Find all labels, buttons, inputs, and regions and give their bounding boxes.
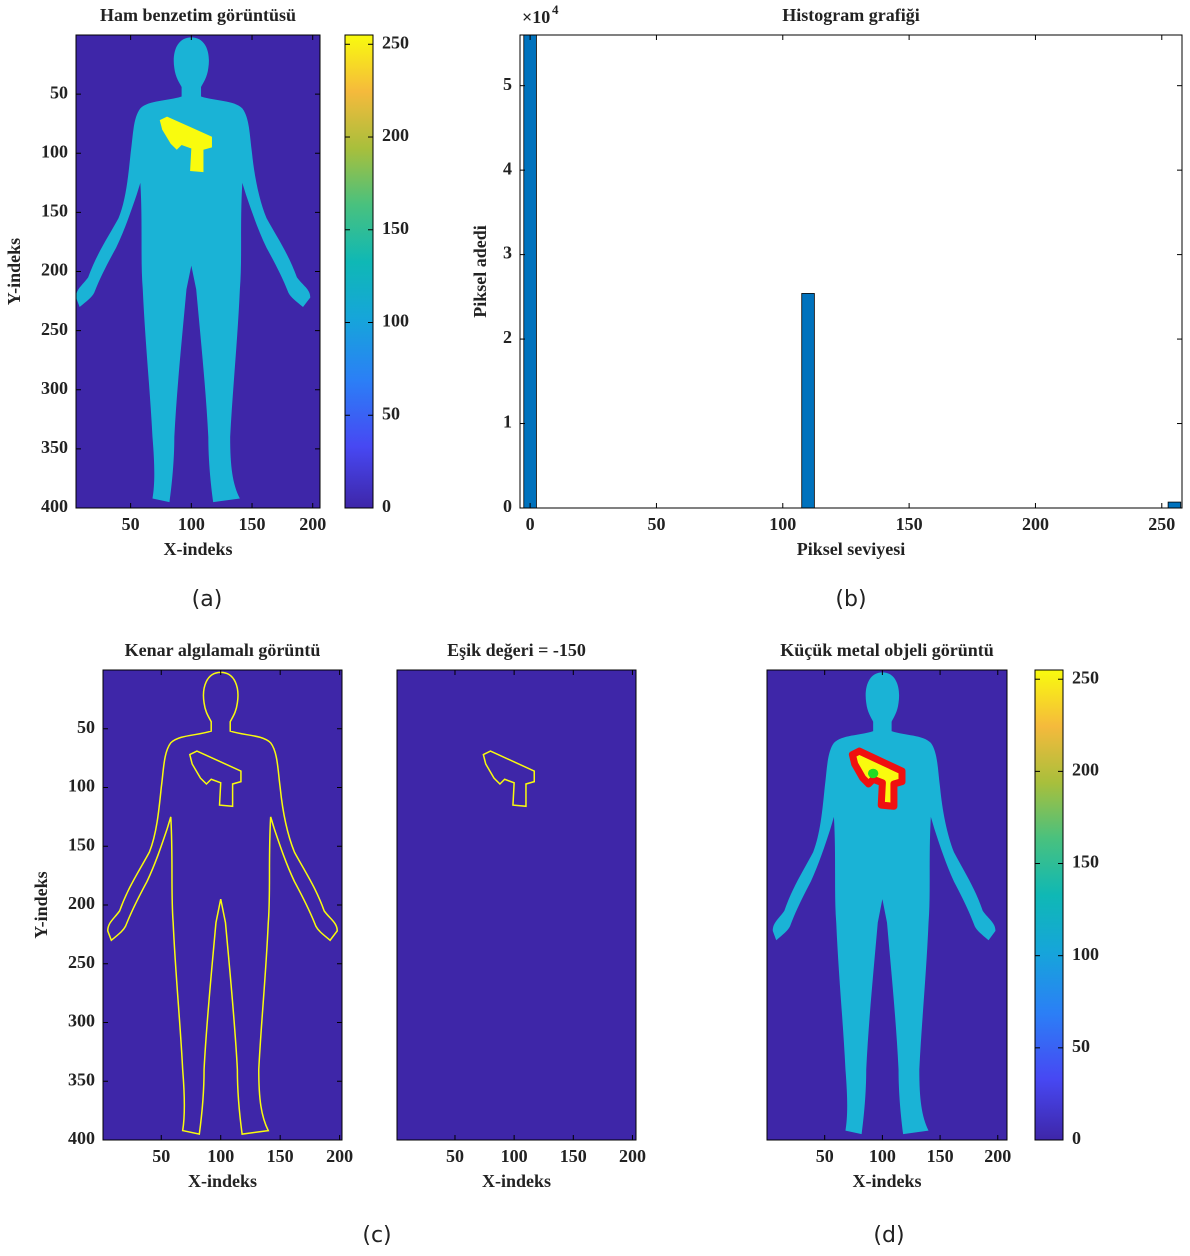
x-tick-label: 200 [1022, 514, 1049, 534]
caption: (a) [192, 587, 223, 612]
y-tick-label: 3 [503, 243, 512, 263]
axis-multiplier-exponent: 4 [552, 2, 559, 17]
y-tick-label: 200 [41, 260, 68, 280]
chart-title: Ham benzetim görüntüsü [100, 5, 296, 25]
x-tick-label: 100 [178, 514, 205, 534]
colorbar-tick-label: 50 [1072, 1036, 1090, 1056]
x-tick-label: 50 [122, 514, 140, 534]
colorbar-tick-label: 200 [382, 125, 409, 145]
colorbar-tick-label: 150 [1072, 852, 1099, 872]
x-tick-label: 150 [560, 1146, 587, 1166]
y-tick-label: 400 [41, 496, 68, 516]
y-tick-label: 200 [68, 893, 95, 913]
y-tick-label: 250 [68, 952, 95, 972]
y-axis-label: Y-indeks [31, 871, 51, 938]
y-tick-label: 250 [41, 319, 68, 339]
caption: (d) [873, 1223, 904, 1248]
x-tick-label: 100 [869, 1146, 896, 1166]
y-axis-label: Y-indeks [4, 238, 24, 305]
x-tick-label: 50 [816, 1146, 834, 1166]
y-tick-label: 100 [41, 141, 68, 161]
x-tick-label: 200 [984, 1146, 1011, 1166]
bar [523, 35, 537, 508]
axes-box [396, 669, 637, 1141]
x-tick-label: 150 [927, 1146, 954, 1166]
y-tick-label: 350 [41, 437, 68, 457]
bars [523, 35, 1182, 508]
axes-box [102, 669, 343, 1141]
x-tick-label: 100 [501, 1146, 528, 1166]
colorbar-tick-label: 250 [382, 32, 409, 52]
image [397, 670, 636, 1140]
x-tick-label: 0 [526, 514, 535, 534]
y-tick-label: 300 [41, 378, 68, 398]
y-tick-label: 350 [68, 1069, 95, 1089]
colorbar-tick-label: 200 [1072, 759, 1099, 779]
axes-box [519, 34, 1183, 509]
x-tick-label: 100 [207, 1146, 234, 1166]
chart-title: Kenar algılamalı görüntü [125, 640, 321, 660]
bar [1167, 501, 1182, 508]
y-tick-label: 0 [503, 496, 512, 516]
y-tick-label: 300 [68, 1011, 95, 1031]
chart-title: Küçük metal objeli görüntü [780, 640, 994, 660]
x-tick-label: 150 [267, 1146, 294, 1166]
y-tick-label: 100 [68, 776, 95, 796]
x-tick-label: 200 [619, 1146, 646, 1166]
x-tick-label: 250 [1148, 514, 1175, 534]
x-axis-label: X-indeks [163, 539, 232, 559]
x-tick-label: 50 [647, 514, 665, 534]
y-tick-label: 50 [77, 717, 95, 737]
colorbar [1034, 669, 1064, 1141]
colorbar-tick-label: 150 [382, 218, 409, 238]
axis-multiplier: ×10 [522, 7, 550, 27]
colorbar-tick-label: 0 [382, 496, 391, 516]
x-tick-label: 150 [896, 514, 923, 534]
x-tick-label: 100 [769, 514, 796, 534]
colorbar-tick-label: 100 [1072, 944, 1099, 964]
y-tick-label: 150 [41, 201, 68, 221]
x-tick-label: 50 [446, 1146, 464, 1166]
x-tick-label: 150 [239, 514, 266, 534]
colorbar-tick-label: 100 [382, 311, 409, 331]
bar [801, 293, 815, 508]
x-tick-label: 50 [152, 1146, 170, 1166]
colorbar [344, 34, 374, 509]
y-tick-label: 400 [68, 1128, 95, 1148]
chart-title: Eşik değeri = -150 [447, 640, 586, 660]
y-tick-label: 2 [503, 327, 512, 347]
axes-box [75, 34, 321, 509]
image [767, 670, 1007, 1140]
caption: (c) [362, 1223, 391, 1248]
image [76, 35, 320, 508]
image [103, 670, 342, 1140]
x-axis-label: Piksel seviyesi [797, 539, 906, 559]
colorbar-tick-label: 250 [1072, 667, 1099, 687]
chart-title: Histogram grafiği [782, 5, 919, 25]
y-tick-label: 4 [503, 158, 512, 178]
y-tick-label: 50 [50, 82, 68, 102]
x-tick-label: 200 [299, 514, 326, 534]
y-tick-label: 150 [68, 834, 95, 854]
x-tick-label: 200 [326, 1146, 353, 1166]
x-axis-label: X-indeks [188, 1171, 257, 1191]
y-tick-label: 1 [503, 412, 512, 432]
axes-box [766, 669, 1008, 1141]
x-axis-label: X-indeks [852, 1171, 921, 1191]
colorbar-tick-label: 50 [382, 403, 400, 423]
x-axis-label: X-indeks [482, 1171, 551, 1191]
y-axis-label: Piksel adedi [470, 225, 490, 318]
y-tick-label: 5 [503, 74, 512, 94]
colorbar-tick-label: 0 [1072, 1128, 1081, 1148]
caption: (b) [835, 587, 866, 612]
